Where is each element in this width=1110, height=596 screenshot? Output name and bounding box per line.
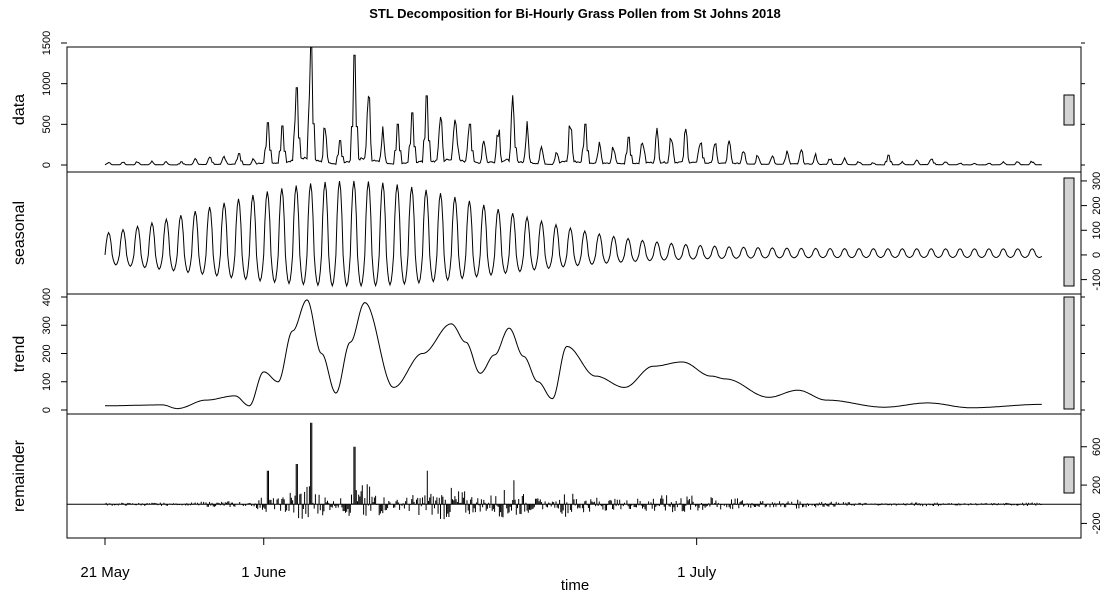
ytick-label-data: 0 bbox=[41, 162, 53, 168]
xtick-label: 1 July bbox=[677, 564, 717, 581]
ytick-label-trend: 0 bbox=[41, 407, 53, 413]
ytick-label-trend: 200 bbox=[41, 344, 53, 362]
ytick-label-seasonal: 0 bbox=[1091, 252, 1103, 258]
ytick-label-remainder: -200 bbox=[1091, 512, 1103, 534]
scale-bar-data bbox=[1063, 94, 1075, 126]
ytick-label-trend: 400 bbox=[41, 288, 53, 306]
ytick-label-seasonal: 100 bbox=[1091, 221, 1103, 239]
chart-title: STL Decomposition for Bi-Hourly Grass Po… bbox=[369, 6, 781, 21]
series-data bbox=[104, 46, 1042, 166]
panel-label-remainder: remainder bbox=[11, 439, 28, 512]
ytick-label-seasonal: 300 bbox=[1091, 172, 1103, 190]
ytick-label-seasonal: -100 bbox=[1091, 269, 1103, 291]
ytick-label-data: 500 bbox=[41, 115, 53, 133]
ytick-label-data: 1500 bbox=[41, 31, 53, 55]
panel-label-trend: trend bbox=[11, 336, 28, 372]
panel-trend: trend 0 100 200 300 400 bbox=[11, 288, 1085, 415]
xtick-label: 21 May bbox=[80, 564, 130, 581]
ytick-label-trend: 300 bbox=[41, 316, 53, 334]
series-seasonal bbox=[104, 180, 1043, 288]
panel-frame-remainder bbox=[66, 413, 1082, 539]
panel-frame-data bbox=[66, 46, 1082, 173]
ytick-label-seasonal: 200 bbox=[1091, 196, 1103, 214]
ytick-label-data: 1000 bbox=[41, 71, 53, 95]
panels: data050010001500seasonal-1000100200300tr… bbox=[11, 31, 1103, 539]
scale-bar-remainder bbox=[1063, 456, 1075, 494]
panel-frame-trend bbox=[66, 293, 1082, 415]
ytick-label-trend: 100 bbox=[41, 373, 53, 391]
panel-data: data 0 500 1000 1500 bbox=[11, 31, 1085, 173]
xtick-label: 1 June bbox=[241, 564, 286, 581]
ytick-label-remainder: 200 bbox=[1091, 476, 1103, 494]
panel-seasonal: seasonal -100 0 100 200 300 bbox=[11, 171, 1103, 295]
ytick-label-remainder: 600 bbox=[1091, 438, 1103, 456]
panel-frame-seasonal bbox=[66, 171, 1082, 295]
panel-label-seasonal: seasonal bbox=[11, 201, 28, 265]
scale-bar-seasonal bbox=[1063, 177, 1075, 287]
panel-label-data: data bbox=[11, 94, 28, 125]
x-axis: 21 May 1 June 1 July bbox=[80, 538, 717, 581]
panel-remainder: remainder -200 200 600 bbox=[11, 413, 1103, 539]
series-remainder bbox=[104, 422, 1043, 520]
x-axis-label: time bbox=[561, 577, 589, 594]
scale-bar-trend bbox=[1063, 296, 1075, 410]
series-trend bbox=[105, 299, 1042, 410]
